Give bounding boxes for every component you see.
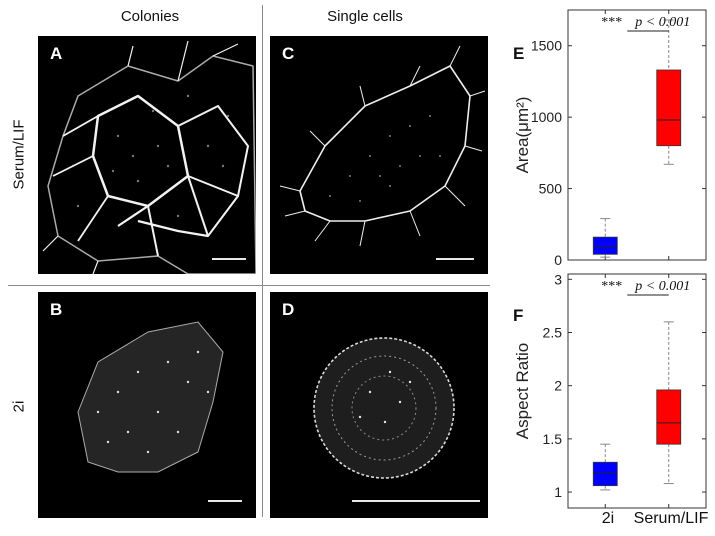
header-2i: 2i xyxy=(10,400,28,413)
y-tick-label: 1.5 xyxy=(543,431,563,447)
box-2i xyxy=(592,461,618,487)
y-tick-label: 2 xyxy=(554,378,562,394)
y-axis-label: Area(μm²) xyxy=(513,97,532,174)
y-tick-label: 500 xyxy=(539,181,563,197)
header-single-cells: Single cells xyxy=(327,8,403,25)
box-2i xyxy=(592,236,618,255)
panel-label-b: B xyxy=(50,300,63,319)
panel-label-c: C xyxy=(282,44,295,63)
header-serum-lif: Serum/LIF xyxy=(10,119,28,190)
significance-stars: *** xyxy=(601,279,622,294)
micrograph-panel-a: A xyxy=(38,36,256,274)
header-colonies: Colonies xyxy=(120,8,180,25)
box-serum-lif xyxy=(656,389,682,445)
micrograph-single-cell-serum-lif xyxy=(279,45,486,247)
x-category-serum-lif: Serum/LIF xyxy=(633,510,709,527)
scale-bar xyxy=(436,258,474,260)
micrograph-panel-d: D xyxy=(270,292,488,518)
horizontal-divider xyxy=(8,285,490,286)
panel-label-f: F xyxy=(513,306,524,325)
p-value-label: p < 0.001 xyxy=(634,15,690,30)
y-tick-label: 2.5 xyxy=(543,325,563,341)
x-category-2i: 2i xyxy=(601,510,615,527)
micrograph-colony-serum-lif xyxy=(42,40,256,274)
boxplot-area: 0 500 1000 1500 Area(μm²) *** p < 0.001 xyxy=(513,9,707,268)
micrograph-single-cell-2i xyxy=(313,337,455,479)
axes-frame xyxy=(567,273,707,509)
boxplot-aspect-ratio: 1 1.5 2 2.5 3 Aspect Ratio *** p < 0.001 xyxy=(513,271,707,509)
box-serum-lif xyxy=(656,69,682,147)
micrograph-panel-b: B xyxy=(38,292,256,518)
axes-frame xyxy=(567,9,707,261)
y-tick-label: 1000 xyxy=(531,109,562,125)
y-tick-label: 0 xyxy=(554,252,562,268)
scale-bar xyxy=(212,258,246,260)
y-tick-label: 1500 xyxy=(531,38,562,54)
scale-bar xyxy=(208,500,242,502)
panel-label-a: A xyxy=(50,44,63,63)
vertical-divider xyxy=(262,5,263,517)
y-tick-label: 1 xyxy=(554,484,562,500)
significance-stars: *** xyxy=(601,15,622,30)
y-axis-label: Aspect Ratio xyxy=(513,343,532,439)
micrograph-colony-2i xyxy=(77,321,224,473)
panel-label-d: D xyxy=(282,300,295,319)
y-tick-label: 3 xyxy=(554,271,562,287)
panel-label-e: E xyxy=(513,44,525,63)
micrograph-panel-c: C xyxy=(270,36,488,274)
p-value-label: p < 0.001 xyxy=(634,279,690,294)
scale-bar xyxy=(352,500,480,502)
